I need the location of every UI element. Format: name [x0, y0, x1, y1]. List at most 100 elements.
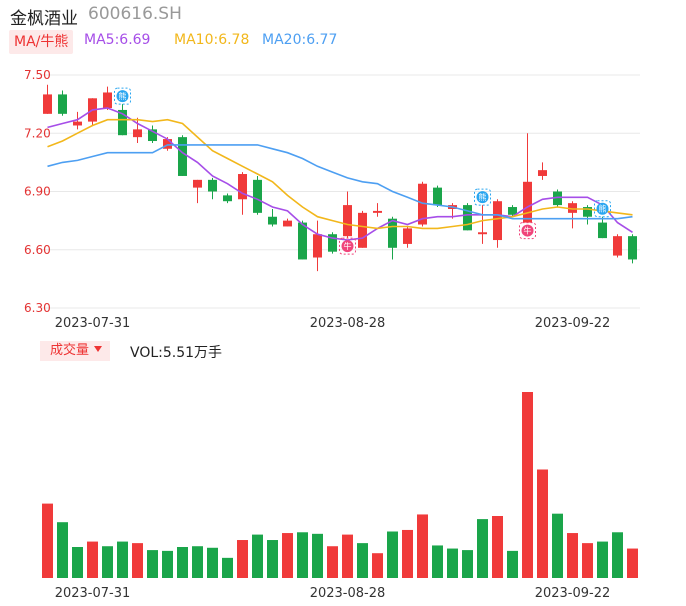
- candle-down: [553, 191, 562, 206]
- signal-marker-dot: [476, 191, 489, 204]
- candle-down: [298, 222, 307, 260]
- ma10-legend: MA10:6.78: [174, 32, 250, 48]
- candle-down: [268, 216, 277, 225]
- volume-bar-down: [147, 550, 158, 578]
- volume-bar-up: [567, 533, 578, 578]
- volume-bar-down: [462, 550, 473, 578]
- ma10-line: [47, 118, 633, 230]
- volume-bar-down: [207, 547, 218, 578]
- volume-bar-up: [42, 503, 53, 578]
- volume-bar-up: [342, 534, 353, 578]
- candle-down: [628, 236, 637, 260]
- candle-up: [613, 236, 622, 256]
- candlestick-chart: 7.50 7.20 6.90 6.60 6.30 熊牛 熊牛 熊 2023-07-31 2023-…: [24, 68, 640, 330]
- candle-up: [103, 92, 112, 109]
- price-date-label: 2023-08-28: [310, 316, 386, 330]
- volume-bar-down: [267, 540, 278, 578]
- ma5-line: [47, 107, 633, 241]
- candle-up: [43, 94, 52, 114]
- volume-legend: VOL:5.51万手: [130, 345, 223, 361]
- signal-marker-label: 熊: [119, 91, 127, 101]
- volume-date-label: 2023-08-28: [310, 586, 386, 601]
- volume-bar-up: [87, 541, 98, 578]
- volume-bar-up: [537, 469, 548, 578]
- volume-bar-down: [72, 547, 83, 578]
- price-tick-label: 6.90: [24, 185, 51, 199]
- volume-tab-label: 成交量: [50, 343, 90, 358]
- signal-marker-dot: [116, 90, 129, 103]
- candle-up: [538, 170, 547, 176]
- signal-marker-frame: [594, 200, 611, 218]
- volume-bar-up: [132, 543, 143, 578]
- volume-bar-down: [447, 548, 458, 578]
- signal-marker-frame: [474, 188, 491, 206]
- candle-up: [493, 201, 502, 241]
- volume-date-label: 2023-09-22: [535, 586, 611, 601]
- volume-bar-down: [597, 541, 608, 578]
- candle-down: [208, 179, 217, 192]
- price-tick-label: 6.60: [24, 243, 51, 257]
- candle-down: [583, 207, 592, 217]
- candle-down: [223, 195, 232, 202]
- price-tick-label: 7.50: [24, 68, 51, 82]
- stock-code: 600616.SH: [88, 4, 182, 24]
- volume-bar-down: [117, 541, 128, 578]
- ma-indicator-tab[interactable]: MA/牛熊: [9, 30, 74, 54]
- price-date-label: 2023-07-31: [55, 316, 131, 330]
- ma20-line: [47, 144, 633, 220]
- signal-marker-dot: [521, 224, 534, 237]
- candle-up: [418, 183, 427, 225]
- volume-bar-up: [582, 543, 593, 578]
- volume-bar-up: [492, 516, 503, 578]
- signal-marker-frame: [114, 87, 131, 105]
- price-tick-label: 6.30: [24, 301, 51, 315]
- volume-bar-down: [177, 547, 188, 578]
- bear-signal-marker: 熊: [474, 188, 491, 206]
- volume-bar-down: [507, 550, 518, 578]
- volume-bar-down: [477, 519, 488, 578]
- bull-signal-marker: 牛: [339, 237, 356, 255]
- volume-bar-up: [402, 529, 413, 578]
- volume-bar-down: [252, 534, 263, 578]
- candle-up: [373, 210, 382, 213]
- candle-up: [238, 174, 247, 200]
- bull-signal-marker: 牛: [519, 222, 536, 240]
- signal-marker-dot: [341, 240, 354, 253]
- candle-down: [178, 137, 187, 176]
- candle-down: [328, 234, 337, 252]
- candle-up: [193, 179, 202, 188]
- volume-bar-up: [417, 514, 428, 578]
- stock-name: 金枫酒业: [10, 9, 78, 29]
- candle-down: [508, 207, 517, 215]
- signal-marker-label: 牛: [524, 226, 532, 236]
- signal-marker-dot: [596, 202, 609, 215]
- candle-up: [478, 232, 487, 235]
- caret-down-icon: [94, 346, 103, 352]
- ma5-legend: MA5:6.69: [84, 32, 151, 48]
- candle-up: [73, 121, 82, 126]
- signal-marker-label: 熊: [599, 204, 607, 214]
- volume-bar-up: [327, 546, 338, 578]
- price-date-label: 2023-09-22: [535, 316, 611, 330]
- candle-down: [598, 222, 607, 239]
- volume-date-label: 2023-07-31: [55, 586, 131, 601]
- signal-marker-frame: [519, 222, 536, 240]
- signal-marker-label: 熊: [479, 192, 487, 202]
- candle-down: [433, 187, 442, 206]
- candle-up: [163, 139, 172, 149]
- candle-down: [58, 94, 67, 114]
- volume-bar-down: [57, 522, 68, 578]
- bear-signal-marker: 熊: [594, 200, 611, 218]
- volume-bar-down: [552, 513, 563, 578]
- volume-bar-up: [522, 392, 533, 578]
- volume-bar-down: [102, 546, 113, 578]
- candle-up: [133, 129, 142, 138]
- candle-up: [283, 220, 292, 227]
- volume-indicator-tab[interactable]: 成交量: [40, 341, 111, 361]
- candle-down: [463, 205, 472, 231]
- signal-marker-frame: [339, 237, 356, 255]
- bear-signal-marker: 熊: [114, 87, 131, 105]
- volume-bar-down: [387, 531, 398, 578]
- price-tick-label: 7.20: [24, 126, 51, 140]
